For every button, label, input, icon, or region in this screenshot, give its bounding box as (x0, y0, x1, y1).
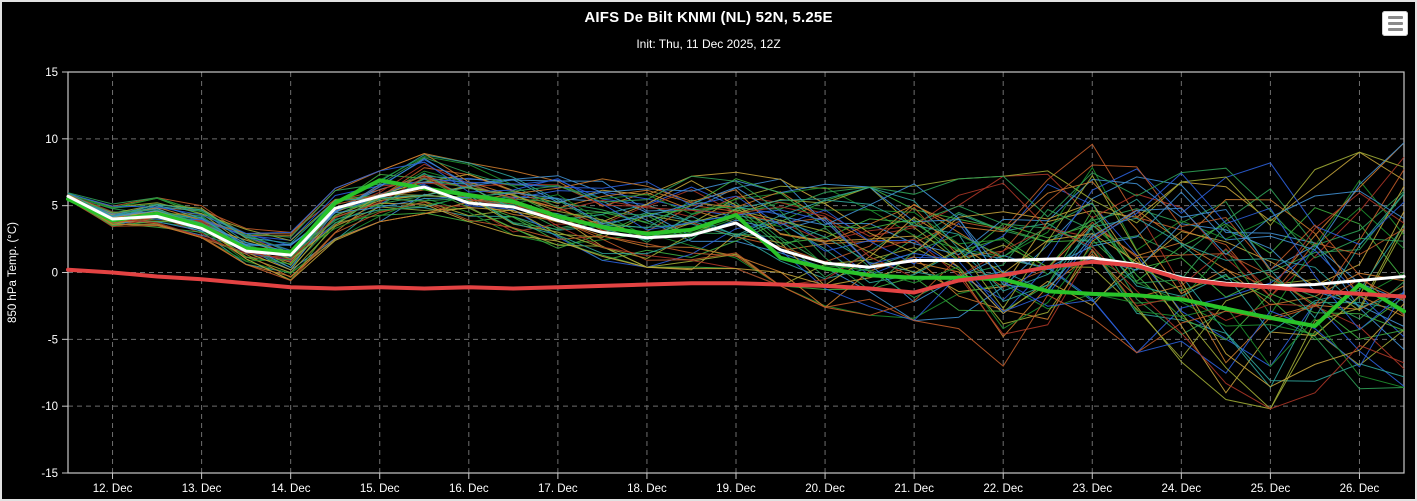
x-tick-label: 26. Dec (1340, 483, 1380, 495)
y-tick-label: 5 (52, 201, 58, 213)
ensemble-member-line (67, 183, 1405, 354)
x-tick-label: 19. Dec (716, 483, 756, 495)
y-tick-label: 15 (45, 67, 58, 79)
export-menu-button[interactable] (1382, 11, 1408, 36)
x-tick-label: 23. Dec (1072, 483, 1112, 495)
ensemble-member-line (67, 186, 1405, 319)
x-tick-label: 22. Dec (983, 483, 1023, 495)
x-tick-label: 25. Dec (1251, 483, 1291, 495)
ensemble-member-line (67, 185, 1405, 360)
y-axis-title-group: 850 hPa Temp. (°C) (7, 222, 19, 323)
y-tick-label: -15 (41, 468, 58, 480)
x-tick-label: 21. Dec (894, 483, 934, 495)
chart-subtitle: Init: Thu, 11 Dec 2025, 12Z (636, 37, 781, 51)
x-tick-label: 24. Dec (1162, 483, 1202, 495)
series-operational (66, 178, 1406, 328)
y-tick-labels: 15 10 5 0 -5 -10 -15 (41, 67, 58, 480)
series-line-reference-mean (66, 259, 1406, 299)
x-tick-label: 17. Dec (538, 483, 578, 495)
x-tick-label: 20. Dec (805, 483, 845, 495)
x-tick-label: 15. Dec (360, 483, 400, 495)
ensemble-member-line (67, 164, 1405, 316)
x-tick-label: 14. Dec (271, 483, 311, 495)
x-tick-labels: 12. Dec 13. Dec 14. Dec 15. Dec 16. Dec 17. D… (93, 483, 1380, 495)
ensemble-member-line (67, 194, 1405, 388)
ensemble-member-line (67, 178, 1405, 306)
series-reference-mean (66, 259, 1406, 299)
y-tick-label: -10 (41, 401, 58, 413)
y-tick-label: 10 (45, 134, 58, 146)
vertical-gridlines (112, 72, 1360, 473)
series-line-operational (66, 178, 1406, 328)
chart-title: AIFS De Bilt KNMI (NL) 52N, 5.25E (584, 9, 833, 26)
ensemble-member-line (67, 177, 1405, 341)
ensemble-member-line (67, 152, 1405, 364)
x-tick-label: 16. Dec (449, 483, 489, 495)
y-tick-label: -5 (48, 334, 58, 346)
x-tick-label: 13. Dec (182, 483, 222, 495)
x-tick-label: 12. Dec (93, 483, 133, 495)
ensemble-member-line (67, 175, 1405, 327)
y-tick-label: 0 (52, 268, 58, 280)
y-axis-title: 850 hPa Temp. (°C) (7, 222, 19, 323)
x-tick-label: 18. Dec (627, 483, 667, 495)
axis-ticks (62, 71, 1360, 479)
ensemble-member-line (67, 196, 1405, 410)
